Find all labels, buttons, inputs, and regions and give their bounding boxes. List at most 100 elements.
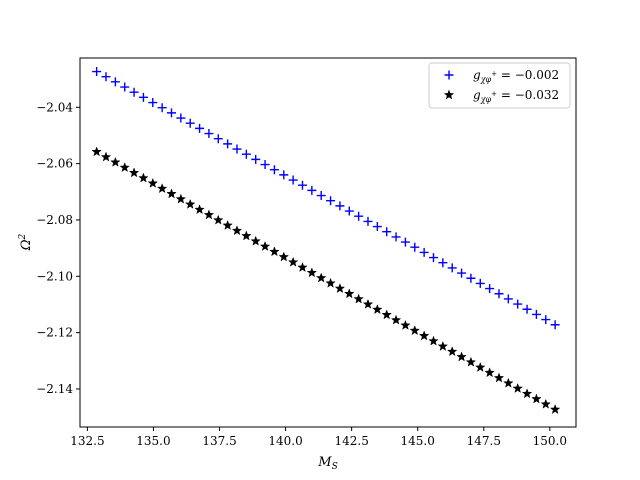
data-point (176, 113, 186, 123)
x-tick-label: 142.5 (334, 434, 368, 448)
series-1 (92, 67, 560, 330)
series-2 (91, 146, 561, 415)
data-point (353, 293, 364, 304)
data-point (419, 247, 429, 257)
data-point (204, 129, 214, 139)
x-axis-label: MS (317, 455, 337, 472)
data-point (550, 320, 560, 330)
y-tick-label: −2.14 (36, 382, 73, 396)
legend-box (428, 62, 571, 109)
series-layer (91, 67, 561, 415)
data-point (222, 219, 233, 230)
data-point (493, 372, 505, 383)
data-point (494, 289, 504, 299)
data-point (241, 230, 252, 241)
legend-value: = −0.002 (497, 68, 559, 82)
y-tick-label: −2.12 (36, 326, 73, 340)
data-point (541, 315, 551, 325)
data-point (457, 268, 467, 278)
data-point (325, 277, 336, 288)
data-point (531, 393, 542, 404)
plot-frame (79, 57, 577, 428)
data-point (129, 87, 139, 97)
data-point (335, 201, 345, 211)
data-point (409, 325, 421, 336)
x-tick-label: 147.5 (467, 434, 501, 448)
data-point (156, 183, 168, 194)
data-point (315, 272, 327, 283)
legend-symbol: g (473, 88, 481, 102)
legend-superscript: + (491, 90, 497, 98)
data-point (326, 196, 336, 206)
data-point (120, 82, 130, 92)
data-point (428, 335, 439, 346)
data-point (362, 298, 374, 309)
data-point (344, 288, 355, 299)
data-point (354, 211, 364, 221)
data-point (391, 232, 401, 242)
data-point (400, 237, 410, 247)
data-point (194, 204, 205, 215)
data-point (101, 72, 111, 82)
data-point (203, 209, 215, 220)
data-point (390, 314, 402, 325)
data-point (231, 225, 243, 236)
data-point (540, 398, 552, 409)
legend-subscript: χφ (480, 95, 492, 104)
data-point (259, 240, 271, 251)
data-point (316, 191, 326, 201)
data-point (241, 149, 251, 159)
data-point (185, 118, 195, 128)
y-tick-label: −2.04 (36, 100, 73, 114)
data-point (400, 319, 411, 330)
data-point (410, 242, 420, 252)
data-point (213, 214, 224, 225)
data-point (269, 165, 279, 175)
data-point (521, 388, 533, 399)
data-point (522, 304, 532, 314)
data-point (334, 283, 346, 294)
plot-background (80, 58, 576, 427)
data-point (110, 77, 120, 87)
data-point (297, 180, 307, 190)
x-tick-label: 132.5 (70, 434, 104, 448)
data-point (250, 235, 261, 246)
data-point (110, 156, 121, 167)
data-point (287, 256, 299, 267)
x-tick-label: 150.0 (533, 434, 567, 448)
y-tick-label: −2.10 (36, 269, 73, 283)
data-point (447, 263, 457, 273)
data-point (418, 330, 430, 341)
data-point (148, 98, 158, 108)
data-point (232, 144, 242, 154)
data-point (372, 222, 382, 232)
data-point (446, 346, 458, 357)
legend-value: = −0.032 (497, 88, 559, 102)
data-point (437, 340, 449, 351)
data-point (223, 139, 233, 149)
x-tick-label: 140.0 (268, 434, 302, 448)
data-point (484, 367, 495, 378)
y-tick-label: −2.08 (36, 213, 73, 227)
data-point (92, 67, 102, 77)
data-point (363, 216, 373, 226)
legend-marker (443, 89, 455, 100)
data-point (119, 162, 130, 173)
legend-symbol: g (473, 68, 481, 82)
data-point (195, 123, 205, 133)
data-point (475, 278, 485, 288)
data-point (128, 167, 140, 178)
data-point (278, 251, 290, 262)
data-point (288, 175, 298, 185)
x-tick-label: 145.0 (401, 434, 435, 448)
data-point (297, 261, 308, 272)
data-point (213, 134, 223, 144)
data-point (466, 273, 476, 283)
data-point (279, 170, 289, 180)
data-point (100, 151, 112, 162)
y-axis-label: Ω2 (18, 233, 34, 251)
data-point (438, 258, 448, 268)
y-axis: −2.04 −2.06 −2.08 −2.10 −2.12 −2.14 (36, 100, 80, 396)
